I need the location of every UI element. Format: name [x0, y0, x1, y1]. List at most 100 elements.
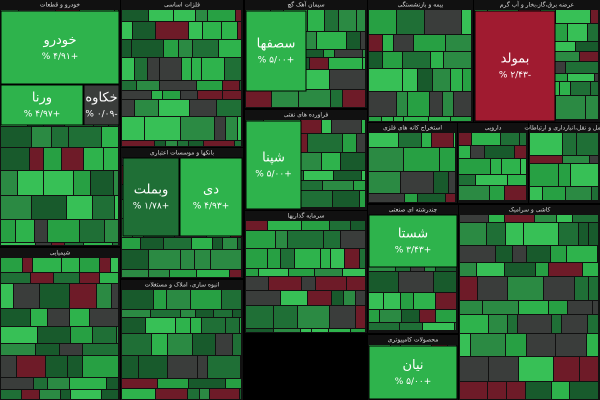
filler-cell — [160, 58, 181, 80]
filler-cell — [343, 134, 356, 152]
filler-cell — [590, 156, 598, 163]
filler-cell — [414, 293, 435, 309]
filler-cell — [394, 35, 413, 51]
filler-cell — [289, 269, 314, 276]
filler-cell — [369, 194, 404, 202]
filler-cell — [80, 258, 99, 272]
filler-cell — [432, 133, 453, 147]
filler-cell — [397, 92, 407, 116]
filler-cell — [571, 164, 598, 186]
tile-value: +۳/۴۳ % — [395, 246, 432, 256]
filler-cell — [301, 329, 311, 332]
filler-cell — [281, 249, 294, 268]
filler-cell — [536, 263, 548, 276]
filler-cell — [403, 52, 430, 68]
filler-cell — [329, 329, 350, 332]
filler-cell — [485, 146, 514, 158]
filler-cell — [490, 186, 504, 200]
filler-cell — [164, 40, 178, 57]
filler-cell — [71, 390, 101, 399]
filler-cell — [301, 120, 321, 133]
filler-cell — [191, 290, 221, 309]
filler-cell — [52, 243, 64, 245]
filler-cell — [530, 156, 562, 163]
filler-cell — [527, 334, 555, 356]
filler-cell — [170, 270, 196, 277]
filler-cell — [593, 301, 598, 314]
filler-cell — [298, 306, 329, 328]
filler-cell — [122, 270, 148, 277]
filler-cell — [208, 356, 240, 378]
filler-cell — [369, 52, 382, 68]
filler-cell — [556, 334, 586, 356]
filler-cell — [324, 50, 334, 57]
filler-cell — [310, 58, 328, 69]
filler-cell — [397, 10, 424, 34]
filler-cell — [105, 220, 118, 242]
filler-cell — [93, 196, 114, 219]
filler-cell — [304, 171, 333, 180]
filler-cell — [122, 379, 157, 388]
filler-cell — [274, 306, 297, 328]
sector-name: انبوه سازی، املاک و مستغلات — [145, 281, 220, 289]
filler-cell — [182, 58, 191, 80]
filler-cell — [489, 315, 507, 333]
filler-cell — [117, 327, 118, 343]
filler-cell — [52, 127, 68, 147]
filler-cell — [122, 290, 153, 309]
filler-cell — [179, 40, 192, 57]
filler-cell — [401, 293, 413, 309]
filler-cell — [1, 327, 37, 343]
sector-name: دارویی — [485, 125, 502, 132]
filler-cell — [204, 141, 234, 146]
filler-cell — [62, 258, 79, 272]
filler-cell — [113, 243, 118, 245]
filler-cell — [347, 277, 365, 290]
filler-cell — [195, 250, 210, 269]
filler-cell — [451, 69, 462, 91]
sector-name: سرمایه گذاریها — [287, 212, 324, 220]
filler-cell — [135, 58, 147, 80]
filler-cell — [102, 127, 118, 147]
sector-name: فلزات اساسی — [164, 2, 200, 9]
filler-cell — [111, 258, 118, 272]
filler-cell — [178, 141, 188, 146]
filler-cell — [460, 301, 482, 314]
filler-cell — [571, 82, 590, 95]
tile-label: خودرو — [42, 33, 76, 48]
filler-cell — [333, 191, 359, 207]
filler-cell — [1, 356, 16, 377]
filler-cell — [22, 390, 39, 399]
filler-cell — [122, 91, 151, 99]
filler-cell — [225, 58, 241, 80]
filler-cell — [323, 181, 353, 190]
filler-cell — [552, 382, 569, 399]
filler-cell — [240, 81, 241, 90]
filler-cell — [112, 284, 118, 308]
filler-cell — [210, 389, 239, 399]
filler-cell — [573, 215, 598, 222]
filler-cell — [363, 58, 365, 69]
filler-cell — [188, 389, 199, 399]
tile-value: +۵/۰۰ % — [258, 56, 295, 66]
filler-cell — [460, 223, 486, 245]
sector-name: بانکها و موسسات اعتباری — [150, 150, 214, 157]
filler-cell — [459, 146, 470, 158]
filler-cell — [148, 58, 159, 80]
filler-cell — [122, 334, 151, 355]
filler-cell — [202, 318, 225, 333]
filler-cell — [223, 238, 237, 249]
filler-cell — [560, 82, 570, 95]
filler-cell — [519, 357, 553, 381]
filler-cell — [405, 194, 417, 202]
filler-cell — [502, 159, 520, 174]
filler-cell — [425, 10, 461, 34]
filler-cell — [137, 81, 159, 90]
tile-value: -۲/۴۳ % — [499, 71, 531, 81]
tile — [122, 157, 180, 237]
filler-cell — [505, 263, 535, 276]
filler-cell — [31, 273, 53, 283]
filler-cell — [455, 323, 456, 330]
filler-cell — [217, 100, 241, 116]
tile-value: +۴/۹۱ % — [42, 52, 79, 62]
